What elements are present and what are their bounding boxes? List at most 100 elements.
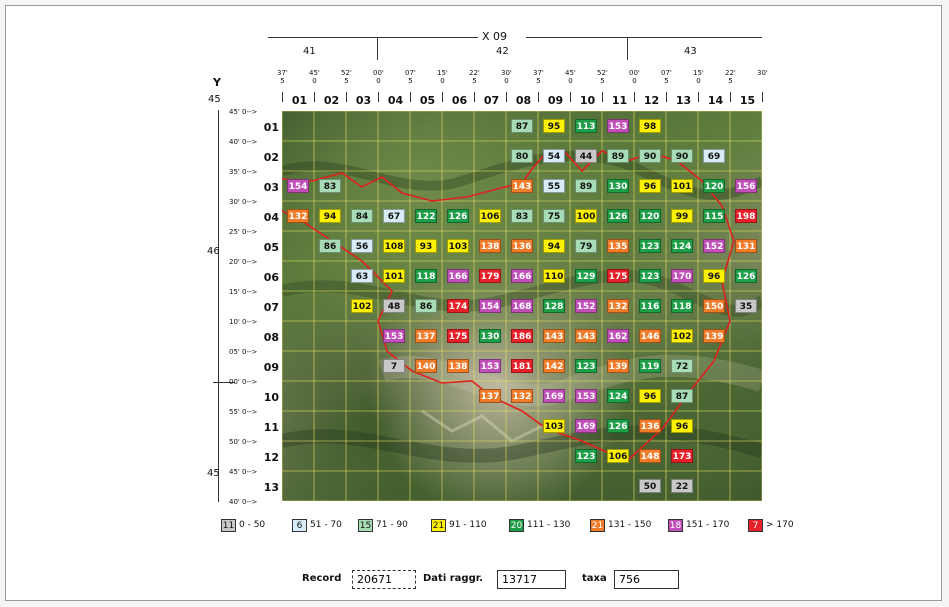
grid-cell-count[interactable]: 137 — [479, 389, 501, 403]
grid-cell-count[interactable]: 116 — [639, 299, 661, 313]
grid-cell-count[interactable]: 87 — [671, 389, 693, 403]
grid-cell-count[interactable]: 96 — [639, 389, 661, 403]
grid-cell-count[interactable]: 122 — [415, 209, 437, 223]
grid-cell-count[interactable]: 35 — [735, 299, 757, 313]
grid-cell-count[interactable]: 126 — [607, 209, 629, 223]
grid-cell-count[interactable]: 83 — [511, 209, 533, 223]
grid-cell-count[interactable]: 135 — [607, 239, 629, 253]
grid-cell-count[interactable]: 120 — [703, 179, 725, 193]
grid-cell-count[interactable]: 198 — [735, 209, 757, 223]
grid-cell-count[interactable]: 166 — [511, 269, 533, 283]
dati-raggr-field[interactable] — [497, 570, 566, 589]
grid-cell-count[interactable]: 124 — [607, 389, 629, 403]
grid-cell-count[interactable]: 106 — [479, 209, 501, 223]
grid-cell-count[interactable]: 136 — [639, 419, 661, 433]
grid-cell-count[interactable]: 79 — [575, 239, 597, 253]
grid-cell-count[interactable]: 72 — [671, 359, 693, 373]
grid-cell-count[interactable]: 174 — [447, 299, 469, 313]
grid-cell-count[interactable]: 56 — [351, 239, 373, 253]
grid-cell-count[interactable]: 44 — [575, 149, 597, 163]
grid-cell-count[interactable]: 132 — [511, 389, 533, 403]
grid-cell-count[interactable]: 153 — [383, 329, 405, 343]
grid-cell-count[interactable]: 96 — [639, 179, 661, 193]
grid-cell-count[interactable]: 150 — [703, 299, 725, 313]
grid-cell-count[interactable]: 22 — [671, 479, 693, 493]
record-field[interactable] — [352, 570, 416, 589]
grid-cell-count[interactable]: 168 — [511, 299, 533, 313]
grid-cell-count[interactable]: 84 — [351, 209, 373, 223]
grid-cell-count[interactable]: 96 — [671, 419, 693, 433]
grid-cell-count[interactable]: 138 — [447, 359, 469, 373]
grid-cell-count[interactable]: 7 — [383, 359, 405, 373]
grid-cell-count[interactable]: 118 — [415, 269, 437, 283]
grid-cell-count[interactable]: 115 — [703, 209, 725, 223]
grid-cell-count[interactable]: 132 — [607, 299, 629, 313]
grid-cell-count[interactable]: 153 — [479, 359, 501, 373]
grid-cell-count[interactable]: 154 — [479, 299, 501, 313]
grid-cell-count[interactable]: 54 — [543, 149, 565, 163]
grid-cell-count[interactable]: 126 — [447, 209, 469, 223]
grid-cell-count[interactable]: 83 — [319, 179, 341, 193]
grid-cell-count[interactable]: 154 — [287, 179, 309, 193]
grid-cell-count[interactable]: 181 — [511, 359, 533, 373]
grid-cell-count[interactable]: 96 — [703, 269, 725, 283]
grid-cell-count[interactable]: 130 — [479, 329, 501, 343]
grid-cell-count[interactable]: 55 — [543, 179, 565, 193]
grid-cell-count[interactable]: 153 — [607, 119, 629, 133]
grid-cell-count[interactable]: 148 — [639, 449, 661, 463]
grid-cell-count[interactable]: 69 — [703, 149, 725, 163]
grid-cell-count[interactable]: 128 — [543, 299, 565, 313]
grid-cell-count[interactable]: 129 — [575, 269, 597, 283]
grid-cell-count[interactable]: 90 — [671, 149, 693, 163]
grid-cell-count[interactable]: 106 — [607, 449, 629, 463]
grid-cell-count[interactable]: 143 — [543, 329, 565, 343]
grid-cell-count[interactable]: 118 — [671, 299, 693, 313]
grid-cell-count[interactable]: 175 — [447, 329, 469, 343]
grid-cell-count[interactable]: 156 — [735, 179, 757, 193]
grid-cell-count[interactable]: 166 — [447, 269, 469, 283]
grid-cell-count[interactable]: 179 — [479, 269, 501, 283]
grid-cell-count[interactable]: 89 — [607, 149, 629, 163]
grid-cell-count[interactable]: 123 — [575, 359, 597, 373]
grid-cell-count[interactable]: 110 — [543, 269, 565, 283]
grid-cell-count[interactable]: 139 — [703, 329, 725, 343]
grid-cell-count[interactable]: 162 — [607, 329, 629, 343]
grid-cell-count[interactable]: 113 — [575, 119, 597, 133]
grid-cell-count[interactable]: 108 — [383, 239, 405, 253]
grid-cell-count[interactable]: 86 — [415, 299, 437, 313]
grid-cell-count[interactable]: 142 — [543, 359, 565, 373]
grid-cell-count[interactable]: 101 — [671, 179, 693, 193]
grid-cell-count[interactable]: 173 — [671, 449, 693, 463]
grid-cell-count[interactable]: 152 — [703, 239, 725, 253]
grid-cell-count[interactable]: 103 — [447, 239, 469, 253]
grid-cell-count[interactable]: 101 — [383, 269, 405, 283]
grid-cell-count[interactable]: 90 — [639, 149, 661, 163]
grid-cell-count[interactable]: 94 — [543, 239, 565, 253]
grid-cell-count[interactable]: 146 — [639, 329, 661, 343]
grid-cell-count[interactable]: 152 — [575, 299, 597, 313]
grid-cell-count[interactable]: 87 — [511, 119, 533, 133]
grid-cell-count[interactable]: 123 — [639, 269, 661, 283]
grid-cell-count[interactable]: 169 — [543, 389, 565, 403]
grid-cell-count[interactable]: 126 — [735, 269, 757, 283]
grid-cell-count[interactable]: 124 — [671, 239, 693, 253]
grid-cell-count[interactable]: 186 — [511, 329, 533, 343]
grid-cell-count[interactable]: 131 — [735, 239, 757, 253]
grid-cell-count[interactable]: 75 — [543, 209, 565, 223]
grid-cell-count[interactable]: 93 — [415, 239, 437, 253]
grid-cell-count[interactable]: 102 — [671, 329, 693, 343]
grid-cell-count[interactable]: 123 — [639, 239, 661, 253]
grid-cell-count[interactable]: 103 — [543, 419, 565, 433]
grid-cell-count[interactable]: 98 — [639, 119, 661, 133]
grid-cell-count[interactable]: 119 — [639, 359, 661, 373]
grid-cell-count[interactable]: 169 — [575, 419, 597, 433]
grid-cell-count[interactable]: 143 — [575, 329, 597, 343]
grid-cell-count[interactable]: 123 — [575, 449, 597, 463]
grid-cell-count[interactable]: 132 — [287, 209, 309, 223]
grid-cell-count[interactable]: 130 — [607, 179, 629, 193]
grid-cell-count[interactable]: 94 — [319, 209, 341, 223]
grid-cell-count[interactable]: 50 — [639, 479, 661, 493]
grid-cell-count[interactable]: 136 — [511, 239, 533, 253]
grid-cell-count[interactable]: 138 — [479, 239, 501, 253]
grid-cell-count[interactable]: 48 — [383, 299, 405, 313]
